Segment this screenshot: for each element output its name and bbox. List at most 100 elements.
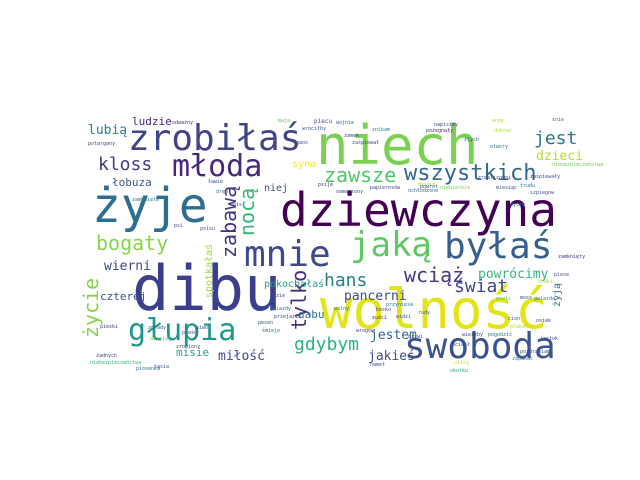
cloud-word: śnie <box>552 116 564 123</box>
cloud-word: pogodzić <box>488 331 512 338</box>
cloud-word: otwory <box>490 144 508 150</box>
cloud-word: dziewczyna <box>280 183 557 237</box>
cloud-word: pieski <box>100 324 118 330</box>
cloud-word: śmieje <box>262 327 280 334</box>
cloud-word: hans <box>324 270 367 291</box>
cloud-word: dibu <box>132 252 281 325</box>
cloud-word: dzieci <box>536 149 583 164</box>
cloud-word: jakieś <box>368 349 415 364</box>
cloud-word: wierzby <box>462 332 483 338</box>
cloud-word: zrealizowni <box>478 175 511 181</box>
cloud-word: odważny <box>172 120 193 126</box>
cloud-word: wojnie <box>336 120 354 126</box>
cloud-word: wszystkich <box>404 161 536 186</box>
cloud-word: zdrady <box>148 325 166 331</box>
cloud-word: pozdrawiam <box>520 349 550 355</box>
cloud-word: zaśpiewały <box>530 173 560 180</box>
cloud-word: rudy <box>418 310 430 316</box>
cloud-word: nocą <box>235 188 259 236</box>
cloud-word: pesen <box>258 320 273 326</box>
cloud-word: psisu <box>200 226 215 232</box>
cloud-word: osiek <box>536 318 551 324</box>
cloud-word: pokochałaś <box>264 278 324 290</box>
cloud-word: żyją <box>552 283 563 307</box>
cloud-word: trudu <box>520 183 535 189</box>
cloud-word: piese <box>554 272 569 278</box>
cloud-word: znaki <box>538 279 553 285</box>
cloud-word: życie <box>79 278 103 338</box>
cloud-word: ochłodzone <box>408 188 438 194</box>
cloud-word: zrobiłaś <box>128 118 301 159</box>
cloud-word: gdybym <box>294 334 359 355</box>
cloud-word: kloss <box>98 154 152 175</box>
cloud-word: żyje <box>92 178 208 234</box>
cloud-word: świat <box>454 276 508 297</box>
cloud-word: dzieci <box>418 182 436 188</box>
cloud-word: łobuza <box>112 176 152 189</box>
cloud-word: piosenka <box>136 366 160 372</box>
cloud-word: gwiazda <box>534 296 555 302</box>
cloud-word: wierni <box>104 259 151 274</box>
cloud-word: życie <box>510 202 525 208</box>
cloud-word: zlych <box>464 137 479 143</box>
cloud-word: jestok <box>540 336 558 342</box>
cloud-word: psije <box>318 182 333 188</box>
cloud-word: psi <box>174 223 183 229</box>
cloud-word: dabu <box>298 308 325 321</box>
cloud-word: powrót <box>420 183 438 190</box>
cloud-word: ulicy <box>454 360 469 366</box>
cloud-word: pożegnały <box>426 128 453 134</box>
cloud-word: zaśpiewał <box>352 139 379 146</box>
cloud-word: lubią <box>88 123 127 138</box>
cloud-word: potargany <box>88 141 115 147</box>
cloud-word: powrócimy <box>478 267 549 282</box>
cloud-word: mnie <box>244 234 331 275</box>
cloud-word: widzi <box>396 314 411 320</box>
cloud-word: kasia <box>154 364 169 370</box>
cloud-word: wolny <box>334 306 349 312</box>
cloud-word: wolność <box>320 278 548 341</box>
cloud-word: dzisiaj <box>150 336 171 342</box>
cloud-word: zamek <box>344 133 359 139</box>
cloud-word: wrogów <box>356 327 375 334</box>
cloud-word: plakat <box>510 324 528 330</box>
cloud-word: syna <box>292 159 316 170</box>
cloud-word: bogaty <box>96 231 168 255</box>
cloud-word: byłaś <box>444 226 552 267</box>
cloud-word: zawsze <box>324 163 396 187</box>
cloud-word: zamknięte <box>132 197 159 203</box>
cloud-word: żadnych <box>96 353 117 359</box>
cloud-word: namet <box>370 362 385 368</box>
cloud-word: gwiazdy <box>270 306 291 312</box>
cloud-word: młoda <box>172 149 262 184</box>
cloud-word: pancerni <box>344 289 407 304</box>
cloud-word: zrobiony <box>176 344 200 350</box>
cloud-word: drzwi <box>408 334 423 340</box>
cloud-word: wciąż <box>404 263 464 287</box>
cloud-word: napisimy <box>434 122 458 128</box>
cloud-word: uciekł <box>452 342 470 348</box>
cloud-word: cion <box>508 316 520 322</box>
cloud-word: znikam <box>372 127 390 133</box>
cloud-word: niech <box>316 114 479 177</box>
cloud-word: mois <box>230 202 242 208</box>
cloud-word: ludzie <box>132 115 172 128</box>
cloud-word: misie <box>176 346 209 359</box>
cloud-word: szpiegów <box>530 189 555 196</box>
cloud-word: jaką <box>350 225 432 265</box>
cloud-word: przejazie <box>274 314 301 320</box>
cloud-word: jestem <box>370 328 417 343</box>
cloud-word: jest <box>534 128 577 149</box>
cloud-word: gdzie <box>270 293 285 299</box>
cloud-word: niej <box>264 183 288 194</box>
cloud-word: dręb <box>216 189 228 195</box>
cloud-word: papierosów <box>370 184 401 191</box>
cloud-word: przyniesa <box>386 302 413 308</box>
cloud-word: miłość <box>218 349 265 364</box>
cloud-word: spotkałaś <box>203 244 215 298</box>
cloud-word: swoboda <box>404 326 556 367</box>
cloud-word: zabawą <box>217 186 241 258</box>
cloud-word: andy <box>492 118 504 124</box>
cloud-word: bosko <box>376 307 391 313</box>
